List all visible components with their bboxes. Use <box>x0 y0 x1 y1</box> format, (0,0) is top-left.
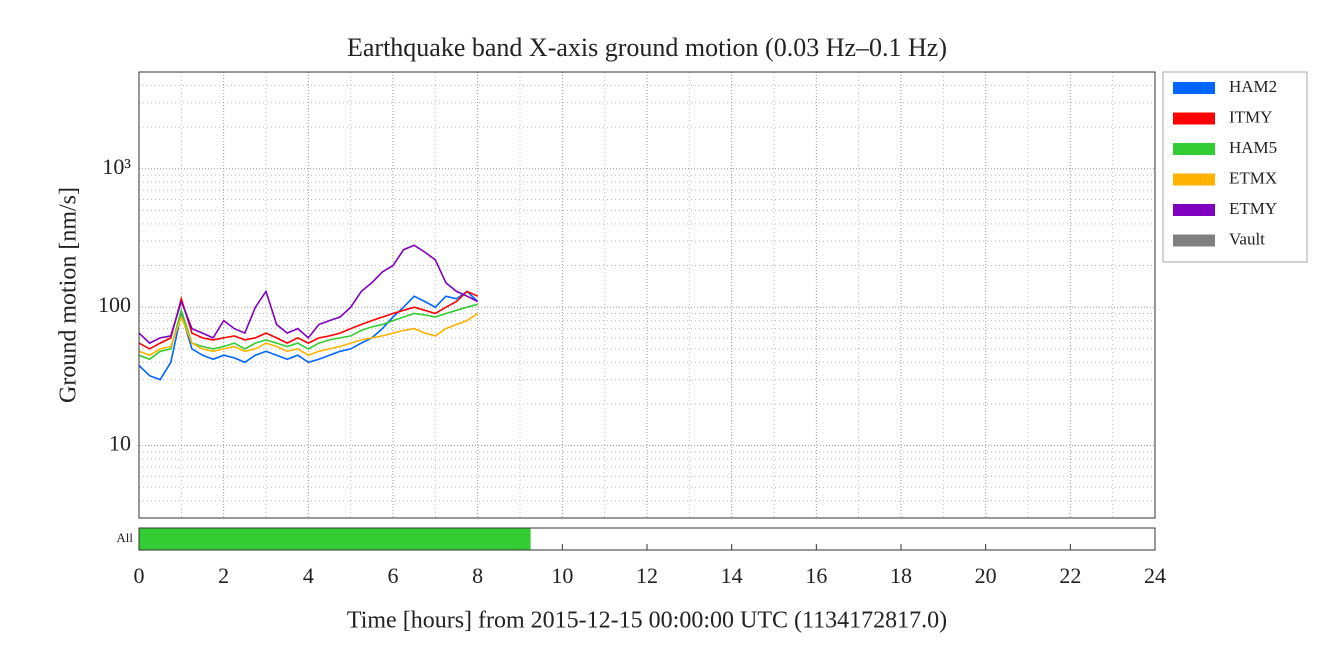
x-tick-label: 20 <box>975 563 997 588</box>
legend-label: ITMY <box>1229 107 1272 126</box>
x-tick-label: 22 <box>1059 563 1081 588</box>
series-line <box>138 290 479 381</box>
series-line <box>138 290 479 350</box>
x-tick-label: 6 <box>388 563 399 588</box>
legend-swatch <box>1173 112 1215 125</box>
legend-swatch <box>1173 204 1215 216</box>
segment <box>139 528 531 550</box>
x-tick-label: 10 <box>551 563 573 588</box>
x-axis-label: Time [hours] from 2015-12-15 00:00:00 UT… <box>347 608 947 634</box>
x-tick-label: 12 <box>636 563 658 588</box>
series-line <box>138 244 479 345</box>
x-tick-label: 8 <box>472 563 483 588</box>
chart-title: Earthquake band X-axis ground motion (0.… <box>347 33 947 62</box>
x-tick-label: 14 <box>721 563 743 588</box>
y-tick-label: 10 <box>109 431 131 456</box>
legend-swatch <box>1173 143 1215 155</box>
x-tick-label: 0 <box>134 563 145 588</box>
series-line <box>138 312 479 357</box>
segment-frame <box>138 527 1156 551</box>
legend-swatch <box>1173 82 1215 94</box>
x-tick-label: 18 <box>890 563 912 588</box>
x-tick-label: 2 <box>218 563 229 588</box>
legend-label: ETMY <box>1229 199 1277 218</box>
plot-frame <box>138 71 1156 519</box>
legend-swatch <box>1173 234 1215 247</box>
legend-label: ETMX <box>1229 168 1277 187</box>
legend-box <box>1162 71 1308 263</box>
legend-label: HAM5 <box>1229 138 1277 157</box>
y-tick-label: 10³ <box>102 154 131 179</box>
legend-label: Vault <box>1229 229 1265 248</box>
y-tick-label: 100 <box>98 292 131 317</box>
x-tick-label: 24 <box>1144 563 1166 588</box>
legend-swatch <box>1173 173 1215 186</box>
y-axis-label: Ground motion [nm/s] <box>56 187 82 403</box>
x-tick-label: 4 <box>303 563 314 588</box>
x-tick-label: 16 <box>805 563 827 588</box>
legend-label: HAM2 <box>1229 77 1277 96</box>
segment-label: All <box>116 530 133 545</box>
